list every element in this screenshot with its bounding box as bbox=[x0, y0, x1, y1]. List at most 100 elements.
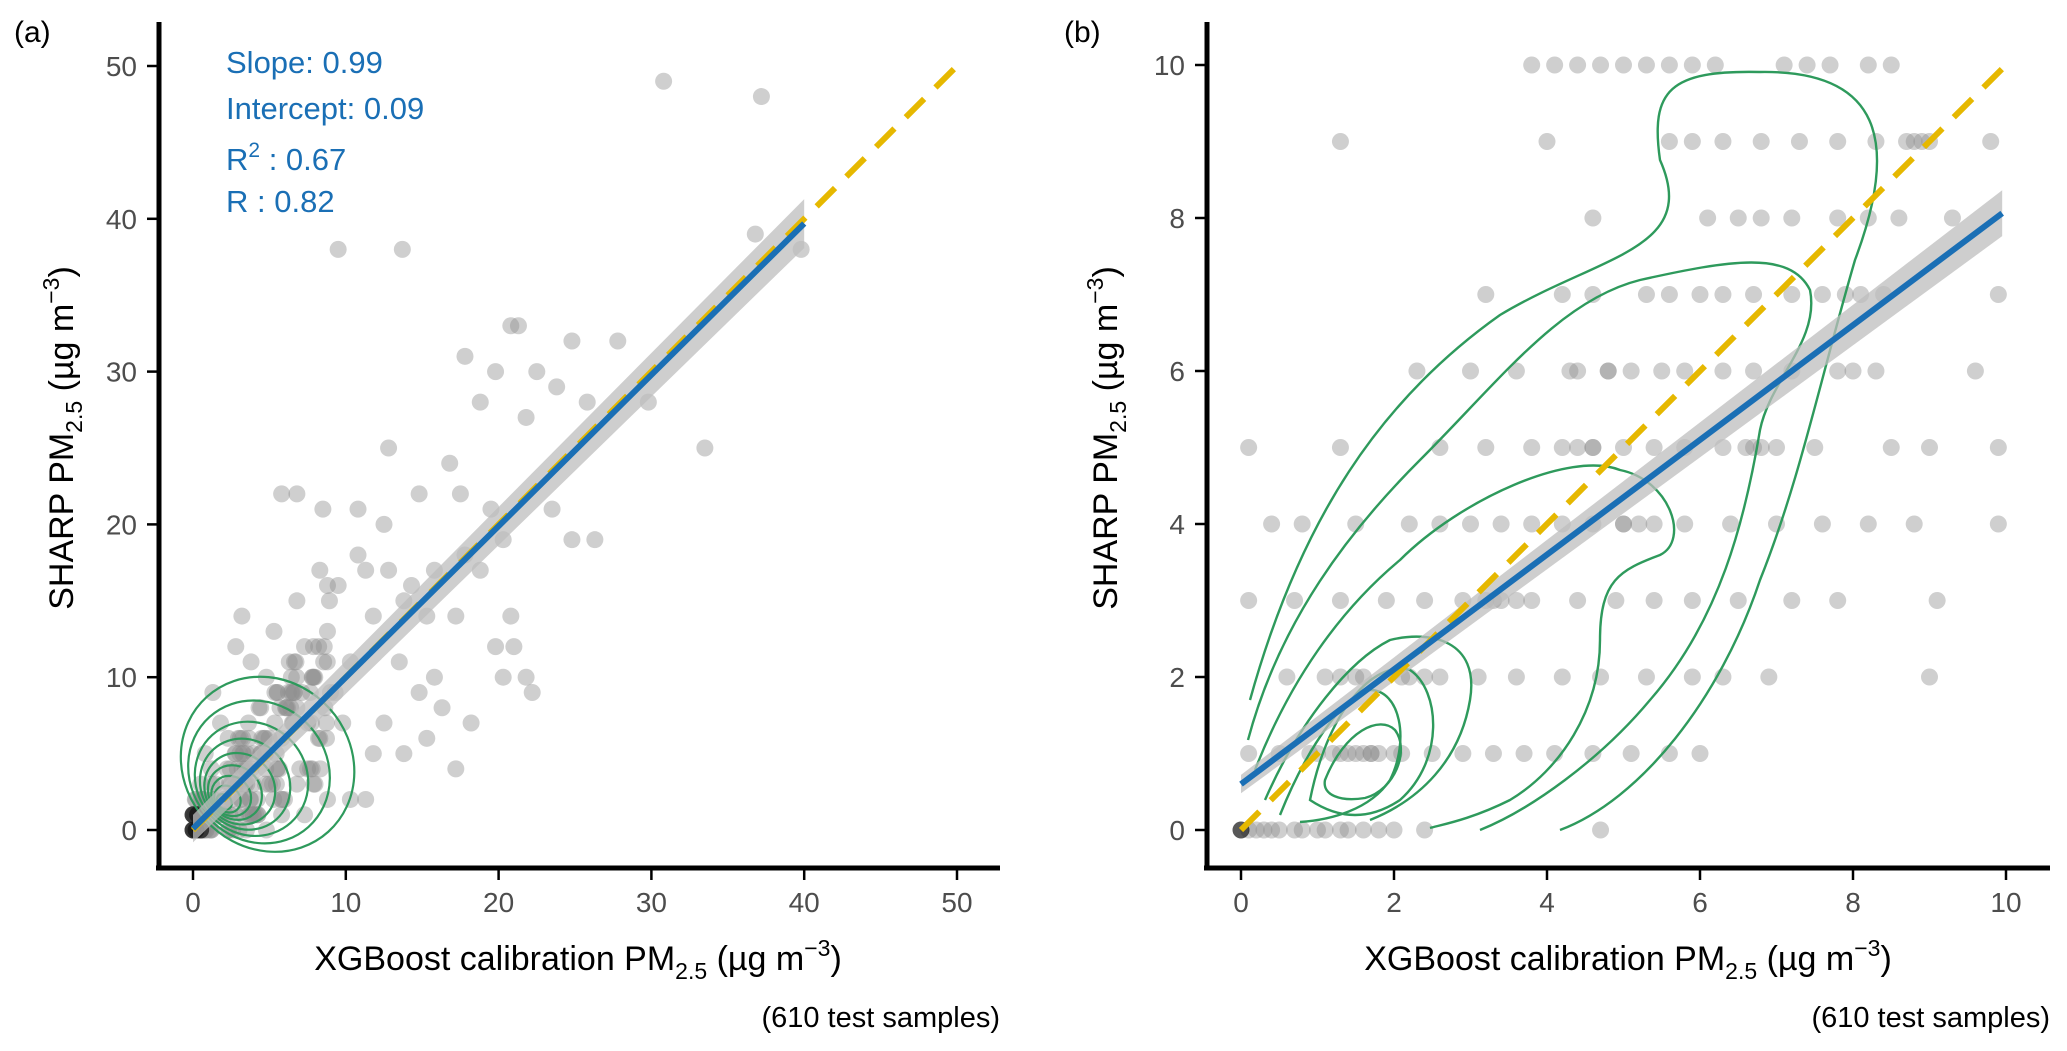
data-point bbox=[318, 622, 336, 640]
data-point bbox=[268, 683, 286, 701]
panel-a-y-ticks: 0 10 20 30 40 50 bbox=[106, 51, 157, 846]
panel-a-intercept-label: Intercept: 0.09 bbox=[226, 91, 424, 126]
x-tick-label: 50 bbox=[941, 887, 972, 918]
y-tick-label: 8 bbox=[1169, 203, 1185, 234]
data-point bbox=[1462, 362, 1479, 380]
data-point bbox=[1989, 515, 2007, 533]
data-point bbox=[305, 668, 323, 686]
data-point bbox=[1462, 515, 1479, 533]
data-point bbox=[563, 531, 581, 549]
data-point bbox=[410, 485, 428, 503]
data-point bbox=[1293, 821, 1311, 839]
x-tick-label: 4 bbox=[1539, 887, 1555, 918]
data-point bbox=[1921, 439, 1938, 456]
data-point bbox=[1829, 362, 1847, 380]
panel-b-confidence-band bbox=[1241, 190, 2003, 794]
data-point bbox=[288, 775, 306, 793]
data-point bbox=[311, 561, 329, 579]
data-point bbox=[1637, 56, 1655, 74]
data-point bbox=[1592, 56, 1610, 74]
data-point bbox=[418, 729, 436, 747]
data-point bbox=[1676, 515, 1694, 533]
data-point bbox=[1982, 133, 2000, 150]
data-point bbox=[517, 408, 535, 426]
data-point bbox=[1844, 362, 1862, 380]
data-point bbox=[364, 607, 382, 625]
data-point bbox=[1507, 362, 1525, 380]
data-point bbox=[1278, 668, 1296, 686]
data-point bbox=[528, 363, 546, 381]
data-point bbox=[1813, 286, 1831, 303]
y-tick-label: 4 bbox=[1169, 509, 1185, 540]
data-point bbox=[252, 699, 270, 717]
data-point bbox=[543, 500, 561, 518]
panel-b-label: (b) bbox=[1064, 16, 1101, 49]
r2-value: : 0.67 bbox=[260, 142, 346, 177]
data-point bbox=[1370, 745, 1388, 762]
data-point bbox=[1255, 821, 1273, 839]
x-tick-label: 10 bbox=[1990, 887, 2021, 918]
data-point bbox=[1615, 515, 1632, 533]
data-point bbox=[1729, 209, 1747, 227]
data-point bbox=[1859, 515, 1877, 533]
data-point bbox=[1783, 209, 1801, 227]
data-point bbox=[268, 683, 286, 701]
data-point bbox=[311, 760, 329, 778]
y-tick-label: 0 bbox=[1169, 815, 1185, 846]
data-point bbox=[1783, 286, 1801, 303]
data-point bbox=[1263, 821, 1281, 839]
data-point bbox=[317, 729, 335, 747]
x-tick-label: 2 bbox=[1386, 887, 1402, 918]
data-point bbox=[1347, 745, 1365, 762]
x-tick-label: 0 bbox=[185, 887, 201, 918]
data-point bbox=[1293, 515, 1311, 533]
data-point bbox=[1316, 668, 1334, 686]
data-point bbox=[1989, 286, 2007, 303]
data-point bbox=[318, 653, 336, 671]
data-point bbox=[1331, 668, 1349, 686]
data-point bbox=[502, 317, 520, 335]
data-point bbox=[410, 683, 428, 701]
data-point bbox=[304, 668, 322, 686]
data-point bbox=[1607, 592, 1625, 609]
panel-a-slope-label: Slope: 0.99 bbox=[226, 45, 383, 80]
data-point bbox=[609, 332, 627, 350]
data-point bbox=[1683, 592, 1701, 609]
data-point bbox=[357, 561, 375, 579]
data-point bbox=[746, 225, 764, 243]
data-point bbox=[1523, 592, 1541, 609]
data-point bbox=[1905, 133, 1923, 150]
data-point bbox=[1553, 286, 1571, 303]
data-point bbox=[364, 745, 382, 763]
data-point bbox=[296, 638, 314, 656]
panel-b-y-ticks: 0 2 4 6 8 10 bbox=[1154, 50, 1205, 846]
data-point bbox=[357, 790, 375, 808]
data-point bbox=[1584, 745, 1602, 762]
data-point bbox=[752, 88, 770, 106]
x-tick-label: 8 bbox=[1845, 887, 1861, 918]
data-point bbox=[1921, 668, 1938, 686]
data-point bbox=[1286, 821, 1304, 839]
data-point bbox=[1385, 821, 1403, 839]
data-point bbox=[1569, 362, 1587, 380]
data-point bbox=[487, 363, 505, 381]
data-point bbox=[305, 775, 323, 793]
data-point bbox=[1821, 56, 1839, 74]
data-point bbox=[1714, 133, 1732, 150]
data-point bbox=[241, 790, 259, 808]
data-point bbox=[1584, 439, 1602, 456]
panel-b-points bbox=[1232, 56, 2007, 839]
data-point bbox=[273, 485, 291, 503]
data-point bbox=[1599, 362, 1617, 380]
data-point bbox=[1645, 592, 1663, 609]
data-point bbox=[1989, 439, 2007, 456]
x-tick-label: 20 bbox=[483, 887, 514, 918]
data-point bbox=[285, 683, 303, 701]
data-point bbox=[1362, 745, 1380, 762]
data-point bbox=[433, 699, 451, 717]
data-point bbox=[1752, 133, 1770, 150]
data-point bbox=[282, 683, 300, 701]
data-point bbox=[375, 515, 393, 533]
data-point bbox=[1691, 286, 1709, 303]
